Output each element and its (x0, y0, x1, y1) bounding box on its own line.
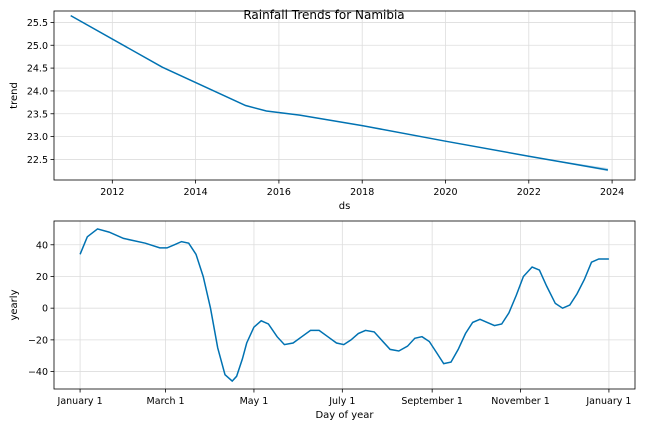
x-tick-label: 2022 (517, 187, 541, 198)
x-tick-label: September 1 (401, 396, 463, 407)
yearly-axes-frame (53, 220, 636, 390)
yearly-ticks: January 1 March 1 May 1 July 1 September 1 No… (28, 240, 632, 407)
yearly-panel: January 1 March 1 May 1 July 1 September 1 No… (9, 220, 636, 421)
y-tick-label: 23.0 (27, 132, 48, 143)
y-tick-label: 40 (36, 240, 48, 251)
x-tick-label: 2016 (267, 187, 291, 198)
y-tick-label: 23.5 (27, 109, 48, 120)
yearly-gridlines (54, 221, 635, 389)
y-tick-label: 0 (42, 304, 48, 315)
trend-gridlines (54, 11, 635, 180)
trend-axes-frame (53, 10, 636, 181)
x-tick-label: 2020 (433, 187, 457, 198)
x-tick-label: January 1 (57, 396, 103, 407)
y-tick-label: −40 (28, 367, 48, 378)
trend-y-axis-label: trend (9, 82, 20, 109)
x-tick-label: 2012 (100, 187, 124, 198)
trend-x-axis-label: ds (339, 201, 351, 212)
trend-uncertainty-band (528, 156, 608, 172)
x-tick-label: 2014 (184, 187, 208, 198)
y-tick-label: 22.5 (27, 155, 48, 166)
chart-title: Rainfall Trends for Namibia (243, 8, 405, 22)
x-tick-label: November 1 (491, 396, 549, 407)
trend-panel: 2012 2014 2016 2018 2020 2022 2024 22.5 23.0 23.5… (9, 10, 636, 212)
yearly-y-axis-label: yearly (9, 289, 20, 320)
y-tick-label: 24.5 (27, 64, 48, 75)
x-tick-label: July 1 (328, 396, 355, 407)
x-tick-label: May 1 (240, 396, 269, 407)
yearly-line (79, 228, 609, 383)
x-tick-label: March 1 (147, 396, 185, 407)
y-tick-label: 25.5 (27, 18, 48, 29)
y-tick-label: 25.0 (27, 41, 48, 52)
x-tick-label: 2024 (600, 187, 624, 198)
trend-ticks: 2012 2014 2016 2018 2020 2022 2024 22.5 23.0 23.5… (27, 18, 624, 198)
x-tick-label: January 1 (585, 396, 631, 407)
y-tick-label: −20 (28, 335, 48, 346)
y-tick-label: 20 (36, 272, 48, 283)
x-tick-label: 2018 (350, 187, 374, 198)
trend-line (70, 14, 609, 171)
y-tick-label: 24.0 (27, 86, 48, 97)
yearly-x-axis-label: Day of year (315, 410, 374, 421)
